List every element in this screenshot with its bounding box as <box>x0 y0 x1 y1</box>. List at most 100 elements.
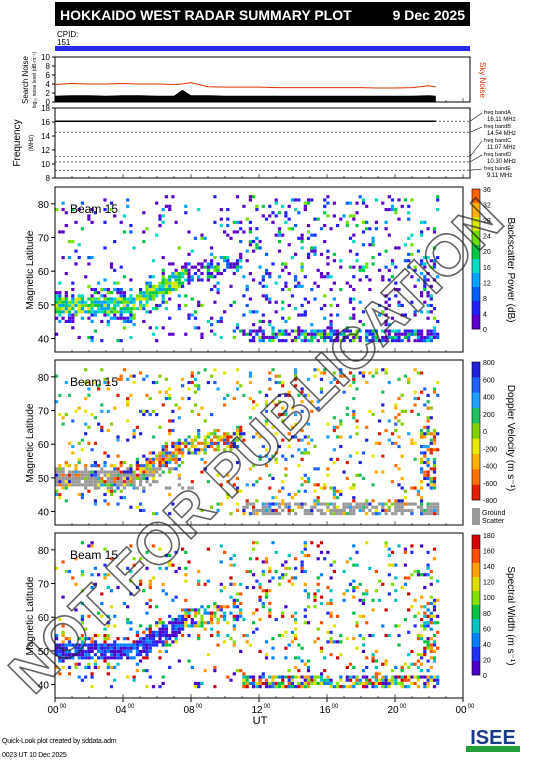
heatmap-cell <box>348 332 353 336</box>
heatmap-cell <box>371 240 375 244</box>
heatmap-cell <box>239 602 243 606</box>
heatmap-cell <box>235 368 240 372</box>
heatmap-cell <box>355 621 359 625</box>
heatmap-cell <box>132 646 136 650</box>
heatmap-cell <box>113 483 117 487</box>
heatmap-cell <box>326 435 330 439</box>
heatmap-cell <box>232 335 236 339</box>
heatmap-cell <box>378 252 382 256</box>
heatmap-cell <box>261 335 265 339</box>
heatmap-cell <box>374 665 378 669</box>
heatmap-cell <box>429 665 433 669</box>
heatmap-cell <box>87 649 91 653</box>
heatmap-cell <box>352 589 356 593</box>
heatmap-cell <box>210 441 214 445</box>
heatmap-cell <box>281 675 285 679</box>
heatmap-cell <box>258 390 262 394</box>
heatmap-cell <box>384 541 388 545</box>
heatmap-cell <box>106 483 110 487</box>
heatmap-cell <box>355 473 359 477</box>
heatmap-cell <box>126 643 130 647</box>
heatmap-cell <box>200 605 204 609</box>
heatmap-cell <box>413 390 417 394</box>
x-tick-label: 12 <box>251 705 263 716</box>
heatmap-cell <box>145 464 149 468</box>
heatmap-cell <box>268 486 272 490</box>
heatmap-cell <box>161 634 165 638</box>
heatmap-cell <box>361 505 366 509</box>
heatmap-cell <box>226 480 230 484</box>
heatmap-cell <box>284 281 288 285</box>
heatmap-cell <box>142 637 146 641</box>
heatmap-cell <box>432 429 437 433</box>
heatmap-cell <box>416 570 420 574</box>
heatmap-cell <box>329 512 333 516</box>
heatmap-cell <box>126 397 130 401</box>
heatmap-cell <box>126 319 130 323</box>
heatmap-cell <box>64 461 68 465</box>
heatmap-cell <box>158 464 162 468</box>
heatmap-cell <box>203 265 207 269</box>
heatmap-cell <box>61 473 65 477</box>
heatmap-cell <box>423 621 427 625</box>
heatmap-cell <box>352 563 356 567</box>
heatmap-cell <box>374 371 378 375</box>
heatmap-cell <box>374 508 378 512</box>
x-axis: 00 00 04 00 08 00 12 00 16 00 20 00 00 00 <box>47 98 475 716</box>
heatmap-cell <box>55 297 59 301</box>
heatmap-cell <box>416 611 420 615</box>
heatmap-cell <box>55 310 59 314</box>
heatmap-cell <box>219 589 223 593</box>
heatmap-cell <box>352 483 356 487</box>
heatmap-cell <box>93 441 97 445</box>
heatmap-cell <box>235 268 240 272</box>
heatmap-cell <box>345 560 349 564</box>
heatmap-cell <box>93 310 97 314</box>
heatmap-cell <box>177 406 181 410</box>
heatmap-cell <box>109 422 114 426</box>
heatmap-cell <box>416 397 420 401</box>
heatmap-cell <box>284 573 288 577</box>
heatmap-cell <box>109 483 114 487</box>
heatmap-cell <box>336 457 340 461</box>
heatmap-cell <box>365 275 369 279</box>
heatmap-cell <box>271 368 275 372</box>
heatmap-cell <box>219 605 223 609</box>
heatmap-cell <box>258 281 262 285</box>
heatmap-cell <box>226 393 230 397</box>
heatmap-cell <box>235 502 240 506</box>
heatmap-cell <box>145 288 149 292</box>
heatmap-cell <box>371 413 375 417</box>
heatmap-cell <box>55 634 59 638</box>
heatmap-cell <box>352 595 356 599</box>
heatmap-cell <box>313 297 317 301</box>
heatmap-cell <box>407 332 411 336</box>
heatmap-cell <box>432 486 437 490</box>
heatmap-cell <box>332 371 336 375</box>
heatmap-cell <box>87 441 91 445</box>
heatmap-cell <box>371 256 375 260</box>
heatmap-cell <box>87 335 91 339</box>
heatmap-cell <box>436 678 440 682</box>
heatmap-cell <box>413 675 417 679</box>
heatmap-cell <box>168 486 172 490</box>
heatmap-cell <box>151 332 156 336</box>
heatmap-cell <box>213 432 217 436</box>
heatmap-cell <box>213 669 217 673</box>
heatmap-cell <box>423 649 427 653</box>
heatmap-cell <box>300 563 304 567</box>
heatmap-cell <box>67 480 72 484</box>
heatmap-cell <box>213 602 217 606</box>
heatmap-cell <box>329 598 333 602</box>
heatmap-cell <box>420 429 424 433</box>
heatmap-cell <box>400 422 404 426</box>
heatmap-cell <box>420 329 424 333</box>
heatmap-cell <box>300 560 304 564</box>
heatmap-cell <box>109 470 114 474</box>
heatmap-cell <box>197 621 201 625</box>
heatmap-cell <box>368 502 372 506</box>
heatmap-cell <box>423 685 427 689</box>
heatmap-cell <box>332 624 336 628</box>
heatmap-cell <box>268 272 272 276</box>
heatmap-cell <box>171 419 175 423</box>
